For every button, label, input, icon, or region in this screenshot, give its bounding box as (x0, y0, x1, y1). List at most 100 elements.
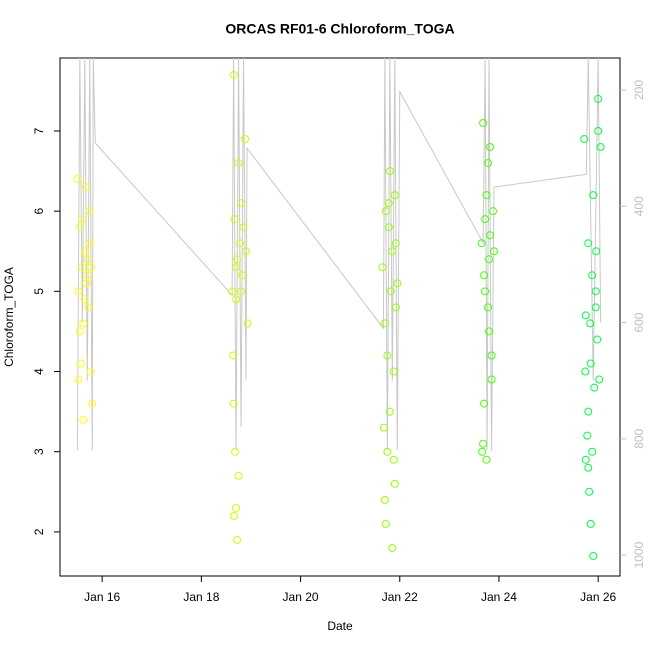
data-point (85, 239, 94, 248)
data-point (73, 175, 82, 184)
data-point (232, 263, 241, 272)
data-point (479, 118, 488, 127)
data-point (586, 359, 595, 368)
data-point (484, 159, 493, 168)
data-point (242, 247, 251, 256)
data-point (238, 271, 247, 280)
data-point (381, 519, 390, 528)
chart-title: ORCAS RF01-6 Chloroform_TOGA (225, 21, 454, 37)
data-point (241, 134, 250, 143)
data-point (486, 231, 495, 240)
flight-trace (76, 57, 602, 451)
y2-tick-label: 1000 (632, 541, 646, 568)
x-tick-label: Jan 26 (580, 590, 616, 604)
y-tick-label: 5 (32, 288, 46, 295)
data-point (589, 191, 598, 200)
data-point (378, 263, 387, 272)
data-point (386, 287, 395, 296)
x-tick-label: Jan 22 (382, 590, 418, 604)
data-point (229, 70, 238, 79)
data-point (583, 431, 592, 440)
x-axis-label: Date (327, 619, 353, 633)
data-point (592, 247, 601, 256)
data-point (87, 263, 96, 272)
plot-frame (59, 57, 621, 577)
data-point (76, 359, 85, 368)
data-point (584, 239, 593, 248)
y2-tick-label: 800 (632, 428, 646, 448)
data-point (580, 134, 589, 143)
y-tick-label: 6 (32, 207, 46, 214)
y2-tick-label: 400 (632, 196, 646, 216)
data-point (232, 295, 241, 304)
data-point (75, 223, 84, 232)
data-point (479, 439, 488, 448)
data-point (229, 351, 238, 360)
data-point (485, 255, 494, 264)
data-point (581, 455, 590, 464)
data-point (393, 279, 402, 288)
data-point (381, 207, 390, 216)
data-point (228, 287, 237, 296)
data-point (585, 487, 594, 496)
data-point (482, 455, 491, 464)
data-point (81, 183, 90, 192)
data-point (83, 255, 92, 264)
x-tick-label: Jan 20 (283, 590, 319, 604)
data-point (590, 383, 599, 392)
data-point (78, 215, 87, 224)
data-point (584, 407, 593, 416)
data-point (480, 271, 489, 280)
data-point (80, 295, 89, 304)
data-point (593, 335, 602, 344)
data-point (586, 319, 595, 328)
data-point (237, 287, 246, 296)
x-tick-label: Jan 18 (183, 590, 219, 604)
data-point (581, 311, 590, 320)
data-point (589, 551, 598, 560)
data-point (239, 223, 248, 232)
y2-tick-label: 200 (632, 80, 646, 100)
data-point (237, 199, 246, 208)
data-point (229, 399, 238, 408)
data-point (380, 495, 389, 504)
y-tick-label: 2 (32, 528, 46, 535)
data-point (478, 447, 487, 456)
data-point (230, 511, 239, 520)
data-point (477, 239, 486, 248)
y-axis-label: Chloroform_TOGA (2, 267, 16, 367)
data-point (383, 351, 392, 360)
data-point (385, 167, 394, 176)
data-point (79, 415, 88, 424)
data-point (588, 447, 597, 456)
data-point (391, 239, 400, 248)
data-point (490, 247, 499, 256)
data-point (388, 247, 397, 256)
data-point (80, 247, 89, 256)
data-point (86, 367, 95, 376)
y-tick-label: 3 (32, 448, 46, 455)
data-point (74, 375, 83, 384)
data-point (487, 351, 496, 360)
data-point (586, 519, 595, 528)
data-point (380, 319, 389, 328)
data-point (595, 375, 604, 384)
data-point (385, 407, 394, 416)
data-point (384, 223, 393, 232)
data-point (75, 327, 84, 336)
data-point (74, 287, 83, 296)
data-point (379, 423, 388, 432)
data-point (234, 159, 243, 168)
data-point (88, 399, 97, 408)
data-point (78, 263, 87, 272)
data-point (82, 279, 91, 288)
data-point (594, 94, 603, 103)
data-point (84, 303, 93, 312)
data-point (243, 319, 252, 328)
data-point (584, 463, 593, 472)
data-point (389, 455, 398, 464)
data-point (591, 303, 600, 312)
data-point (480, 399, 489, 408)
data-point (485, 327, 494, 336)
